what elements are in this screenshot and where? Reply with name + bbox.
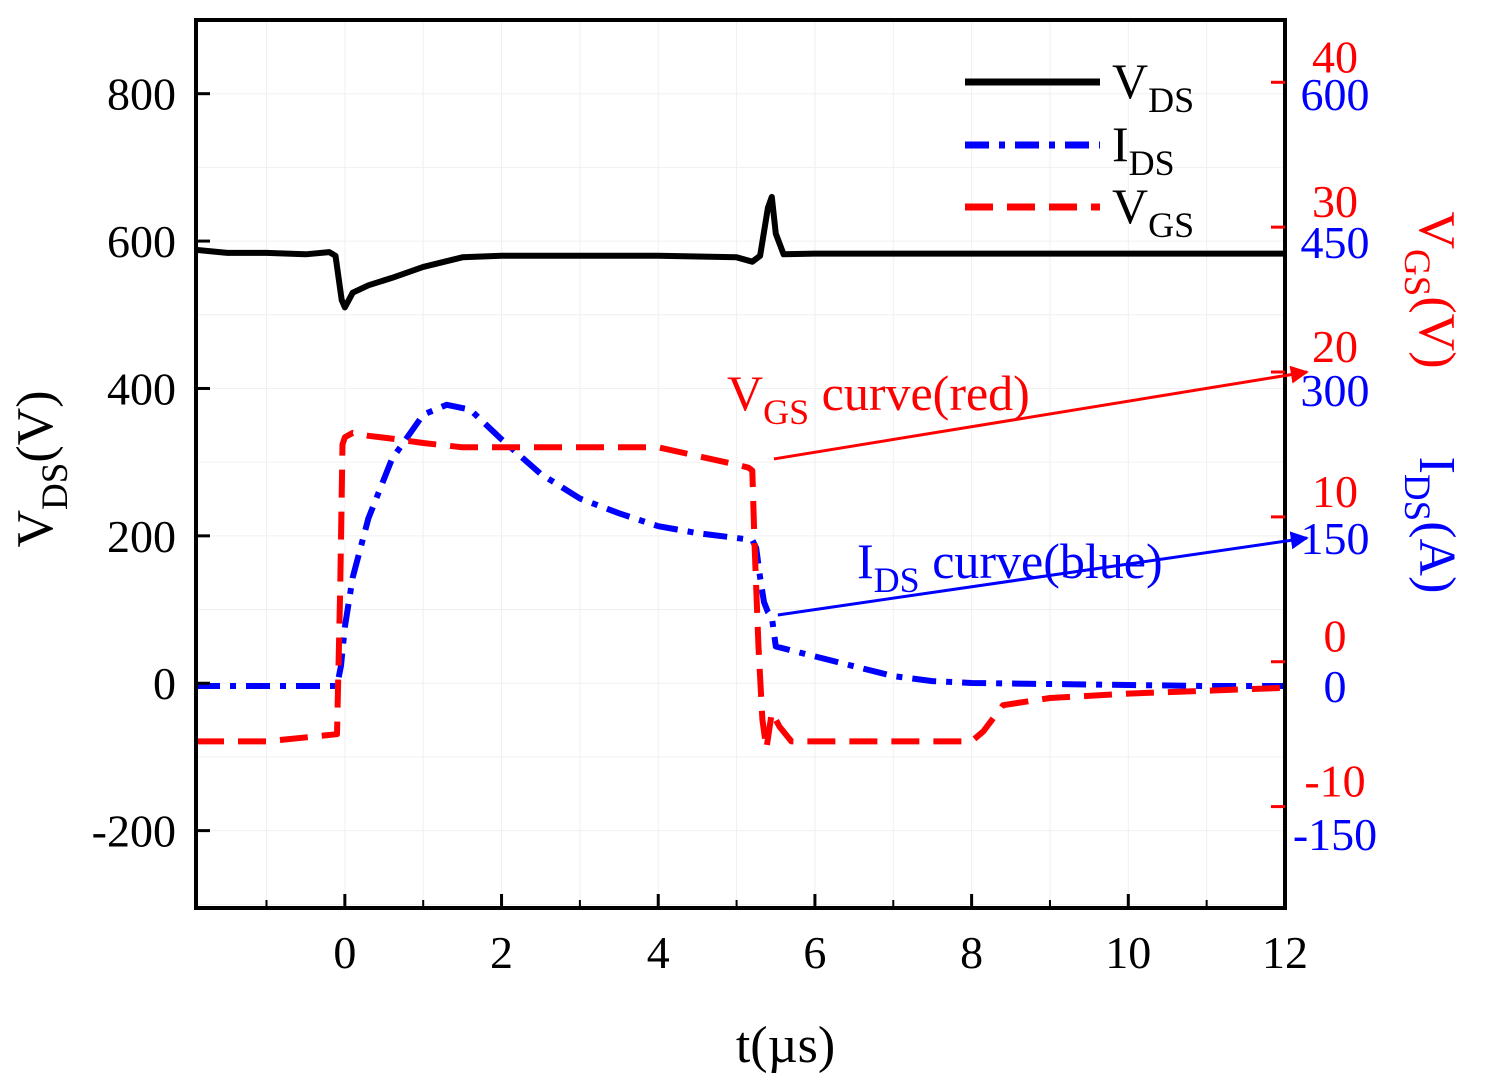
annotation-arrow [773,365,1309,461]
x-tick-label: 10 [1105,927,1151,978]
ids-tick-label: -150 [1293,809,1377,860]
ids-tick-label: 450 [1301,217,1370,268]
series-vds-line [196,193,1285,311]
x-tick-label: 8 [960,927,983,978]
x-tick-label: 12 [1262,927,1308,978]
x-axis-label: t(µs) [736,1017,835,1074]
left-axis-label: VDS(V) [7,390,76,547]
vgs-tick-label: 40 [1312,31,1358,82]
left-axis-label-group: VDS(V) [7,390,76,547]
legend-ids-label: IDS [1112,116,1175,183]
ids-tick-label: 0 [1324,661,1347,712]
vgs-axis-label-group: VGS(V) [1396,211,1465,368]
left-tick-label: 0 [153,658,176,709]
vgs-tick-label: 30 [1312,176,1358,227]
ids-axis-label: IDS(A) [1396,457,1465,594]
annotation-arrow [777,531,1309,617]
vgs-axis-label: VGS(V) [1396,211,1465,368]
x-tick-label: 4 [647,927,670,978]
legend-vgs-label: VGS [1112,178,1194,245]
left-tick-label: 800 [107,69,176,120]
left-tick-label: 600 [107,216,176,267]
left-tick-label: -200 [92,806,176,857]
annotation-vgs-label: VGS curve(red) [727,365,1030,432]
series-ids-line [196,401,1285,689]
vgs-tick-label: -10 [1304,756,1365,807]
vgs-tick-label: 10 [1312,466,1358,517]
series-vgs-line [196,429,1285,752]
annotations: VGS curve(red) IDS curve(blue) [727,365,1309,617]
ids-tick-label: 300 [1301,365,1370,416]
ids-tick-label: 150 [1301,513,1370,564]
x-tick-label: 2 [490,927,513,978]
axes: 0 2 4 6 8 10 12t(µs)-2000200400600800VDS(V)-10… [7,18,1465,1074]
vgs-tick-label: 20 [1312,321,1358,372]
x-tick-label: 0 [333,927,356,978]
x-tick-label: 6 [803,927,826,978]
plot-frame [194,18,1287,910]
vgs-tick-label: 0 [1324,611,1347,662]
series-layer [196,193,1285,752]
ids-tick-label: 600 [1301,69,1370,120]
legend-vds-label: VDS [1112,53,1194,120]
left-tick-label: 200 [107,511,176,562]
left-tick-label: 400 [107,363,176,414]
annotation-ids-label: IDS curve(blue) [857,533,1163,600]
ids-axis-label-group: IDS(A) [1396,457,1465,594]
